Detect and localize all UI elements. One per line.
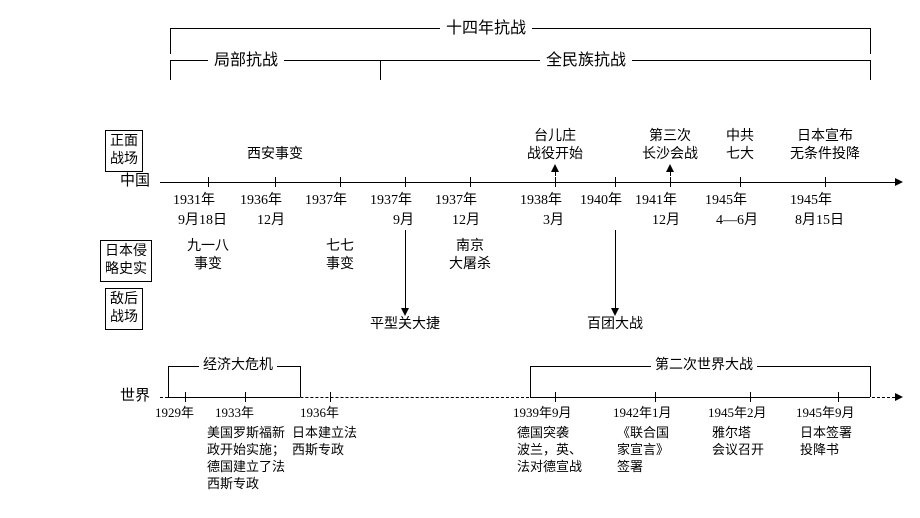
- label-china: 中国: [120, 172, 150, 192]
- china-date: 1945年: [705, 192, 747, 210]
- china-axis: [160, 182, 895, 183]
- world-event: 《联合国家宣言》签署: [617, 425, 717, 476]
- japan-event: 南京大屠杀: [430, 238, 510, 274]
- world-date: 1939年9月: [513, 405, 572, 422]
- china-date: 1931年: [173, 192, 215, 210]
- world-span-label: 经济大危机: [199, 357, 277, 375]
- china-date: 1938年: [520, 192, 562, 210]
- front-event: 台儿庄战役开始: [510, 128, 600, 164]
- world-event: 德国突袭波兰，英、法对德宣战: [517, 425, 617, 476]
- world-date: 1942年1月: [613, 405, 672, 422]
- front-event: 西安事变: [230, 146, 320, 164]
- world-date: 1933年: [215, 405, 254, 422]
- china-date2: 12月: [257, 212, 285, 230]
- rear-event: 平型关大捷: [370, 316, 440, 334]
- china-date2: 12月: [452, 212, 480, 230]
- world-event: 雅尔塔会议召开: [712, 425, 812, 459]
- world-span-label: 第二次世界大战: [651, 357, 757, 375]
- china-date2: 9月18日: [178, 212, 227, 230]
- china-date2: 9月: [393, 212, 414, 230]
- label-world: 世界: [120, 387, 150, 407]
- world-event: 日本签署投降书: [800, 425, 900, 459]
- world-event: 日本建立法西斯专政: [292, 425, 392, 459]
- label-rear-battlefield: 敌后战场: [105, 288, 143, 330]
- china-date2: 12月: [652, 212, 680, 230]
- china-date: 1937年: [370, 192, 412, 210]
- japan-event: 九一八事变: [168, 238, 248, 274]
- world-date: 1945年9月: [796, 405, 855, 422]
- china-date: 1937年: [435, 192, 477, 210]
- front-event: 中共七大: [695, 128, 785, 164]
- china-date: 1940年: [580, 192, 622, 210]
- china-date2: 8月15日: [795, 212, 844, 230]
- front-event: 日本宣布无条件投降: [780, 128, 870, 164]
- china-date: 1945年: [790, 192, 832, 210]
- china-date2: 3月: [543, 212, 564, 230]
- china-date: 1936年: [240, 192, 282, 210]
- rear-event: 百团大战: [587, 316, 643, 334]
- bracket-label: 全民族抗战: [540, 51, 632, 72]
- world-date: 1929年: [155, 405, 194, 422]
- china-date2: 4—6月: [716, 212, 758, 230]
- china-date: 1941年: [635, 192, 677, 210]
- world-date: 1945年2月: [708, 405, 767, 422]
- label-japan-invasion: 日本侵略史实: [100, 240, 152, 282]
- bracket-label: 十四年抗战: [440, 19, 532, 40]
- china-date: 1937年: [305, 192, 347, 210]
- label-front-battlefield: 正面战场: [105, 130, 143, 172]
- japan-event: 七七事变: [300, 238, 380, 274]
- world-date: 1936年: [300, 405, 339, 422]
- bracket-label: 局部抗战: [208, 51, 284, 72]
